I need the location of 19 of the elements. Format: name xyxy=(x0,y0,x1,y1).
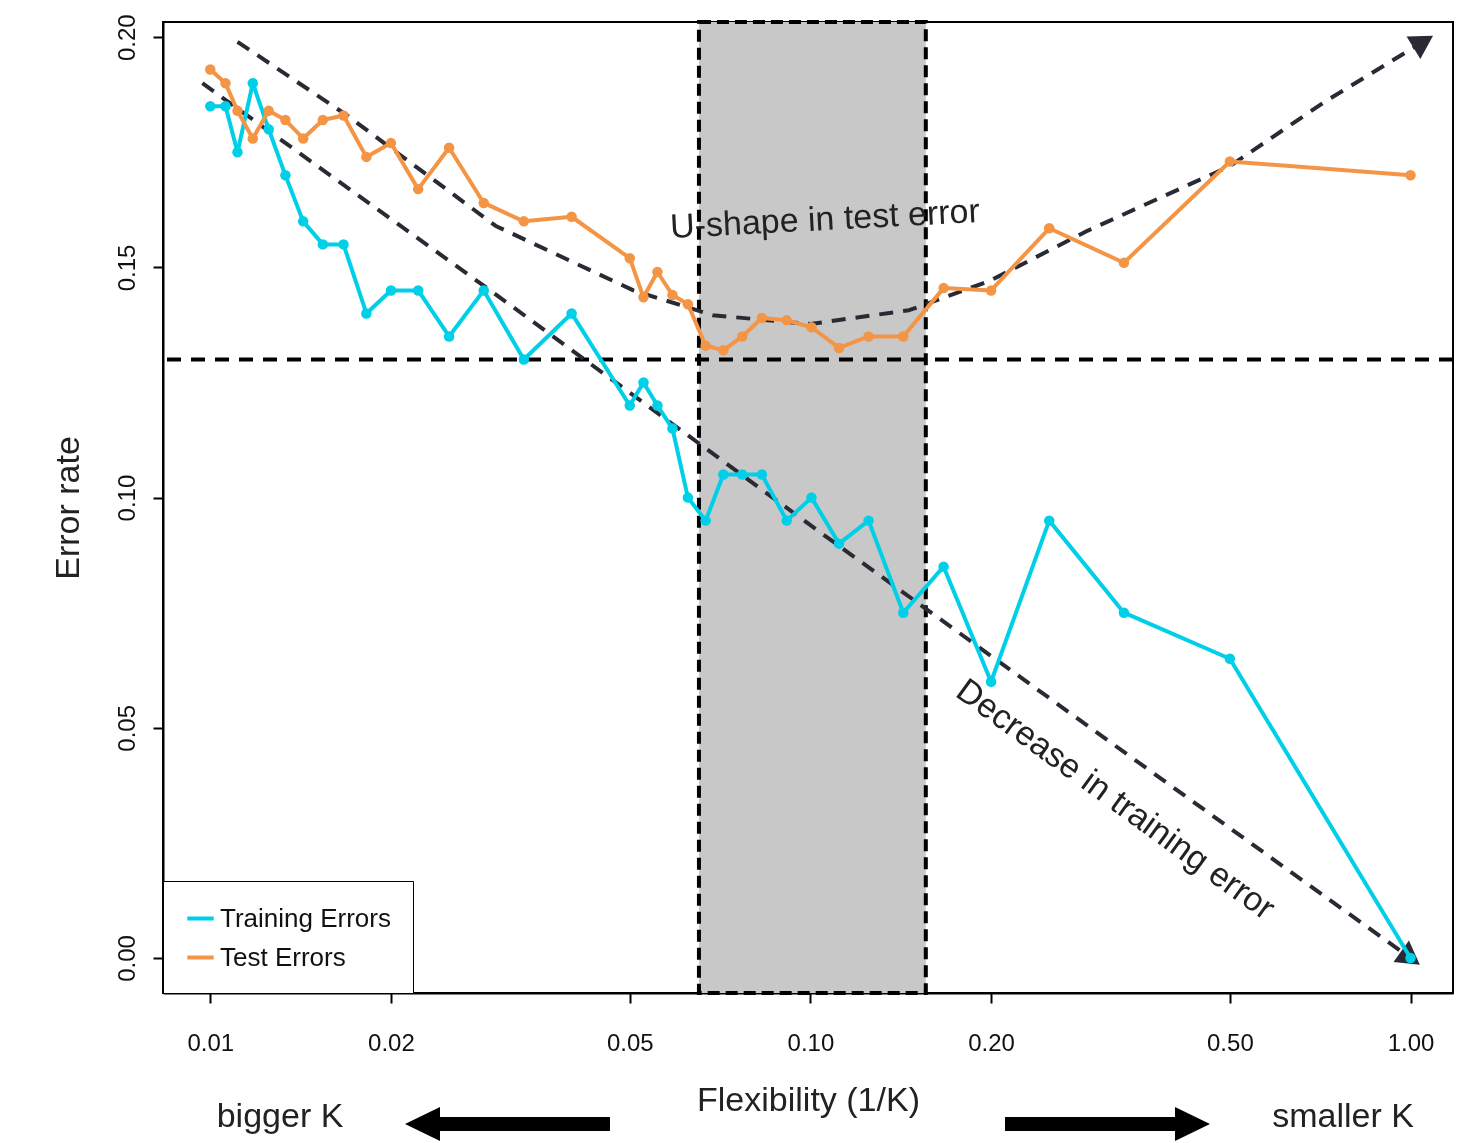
y-tick-label: 0.05 xyxy=(112,704,140,752)
annotation: U-shape in test error xyxy=(669,190,981,246)
legend-label: Training Errors xyxy=(220,902,391,933)
y-tick-label: 0.10 xyxy=(112,474,140,522)
y-tick-label: 0.20 xyxy=(112,14,140,62)
legend-label: Test Errors xyxy=(220,941,346,972)
x-axis-title: Flexibility (1/K) xyxy=(697,1079,920,1118)
y-axis-title: Error rate xyxy=(47,436,86,580)
x-tick-label: 0.05 xyxy=(606,1028,654,1056)
x-tick-label: 0.10 xyxy=(787,1028,835,1056)
text: smaller K xyxy=(1272,1096,1415,1134)
text: bigger K xyxy=(216,1096,344,1134)
y-tick-label: 0.15 xyxy=(112,244,140,292)
y-tick-label: 0.00 xyxy=(112,935,140,982)
x-tick-label: 0.01 xyxy=(187,1028,235,1056)
x-tick-label: 1.00 xyxy=(1387,1028,1435,1056)
x-tick-label: 0.50 xyxy=(1207,1028,1254,1056)
x-tick-label: 0.20 xyxy=(968,1028,1015,1056)
x-tick-label: 0.02 xyxy=(368,1028,415,1056)
